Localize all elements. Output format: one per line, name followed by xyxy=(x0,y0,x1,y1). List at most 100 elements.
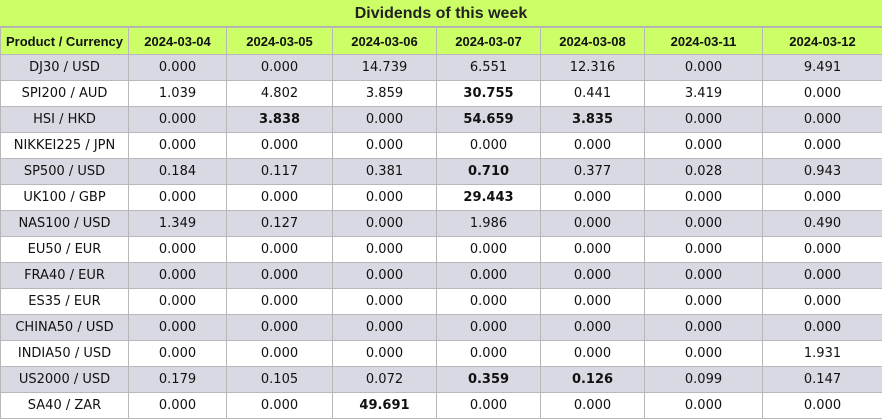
dividend-value-cell: 3.859 xyxy=(333,81,437,107)
product-cell: CHINA50 / USD xyxy=(1,315,129,341)
dividend-value-cell: 0.000 xyxy=(129,133,227,159)
dividend-value-cell: 0.000 xyxy=(645,107,763,133)
dividend-value-cell: 0.000 xyxy=(333,133,437,159)
dividend-value-cell: 0.000 xyxy=(645,341,763,367)
dividend-value-cell: 0.000 xyxy=(763,81,882,107)
product-cell: EU50 / EUR xyxy=(1,237,129,263)
dividend-value-cell: 0.000 xyxy=(541,315,645,341)
product-cell: UK100 / GBP xyxy=(1,185,129,211)
dividend-value-cell: 0.000 xyxy=(645,289,763,315)
dividend-value-cell: 0.000 xyxy=(227,263,333,289)
dividend-value-cell: 0.000 xyxy=(227,185,333,211)
dividend-value-cell: 0.000 xyxy=(541,341,645,367)
dividend-value-cell: 0.000 xyxy=(333,237,437,263)
dividend-value-cell: 0.028 xyxy=(645,159,763,185)
dividend-value-cell: 1.349 xyxy=(129,211,227,237)
dividend-value-cell: 0.000 xyxy=(227,341,333,367)
dividend-value-cell: 0.441 xyxy=(541,81,645,107)
dividend-value-cell: 0.377 xyxy=(541,159,645,185)
product-cell: SP500 / USD xyxy=(1,159,129,185)
dividend-value-cell: 1.931 xyxy=(763,341,882,367)
dividend-value-cell: 0.000 xyxy=(437,315,541,341)
product-cell: SA40 / ZAR xyxy=(1,393,129,419)
dividend-value-cell: 0.000 xyxy=(437,289,541,315)
dividend-value-cell: 0.000 xyxy=(129,237,227,263)
dividend-value-cell: 0.000 xyxy=(645,237,763,263)
dividend-value-cell: 0.000 xyxy=(129,55,227,81)
dividend-value-cell: 0.000 xyxy=(541,133,645,159)
dividend-value-cell: 1.039 xyxy=(129,81,227,107)
dividend-value-cell: 30.755 xyxy=(437,81,541,107)
dividend-value-cell: 0.000 xyxy=(437,393,541,419)
dividend-value-cell: 0.000 xyxy=(129,263,227,289)
product-cell: US2000 / USD xyxy=(1,367,129,393)
dividend-value-cell: 0.000 xyxy=(645,55,763,81)
dividend-value-cell: 14.739 xyxy=(333,55,437,81)
dividend-value-cell: 0.147 xyxy=(763,367,882,393)
product-cell: ES35 / EUR xyxy=(1,289,129,315)
dividend-value-cell: 0.000 xyxy=(129,315,227,341)
dividend-value-cell: 0.000 xyxy=(763,393,882,419)
dividend-value-cell: 3.835 xyxy=(541,107,645,133)
column-header-date: 2024-03-08 xyxy=(541,28,645,55)
dividend-value-cell: 0.000 xyxy=(645,133,763,159)
dividend-value-cell: 0.000 xyxy=(333,211,437,237)
column-header-date: 2024-03-06 xyxy=(333,28,437,55)
dividend-value-cell: 0.184 xyxy=(129,159,227,185)
dividend-value-cell: 3.838 xyxy=(227,107,333,133)
dividend-value-cell: 0.359 xyxy=(437,367,541,393)
dividend-value-cell: 0.000 xyxy=(333,185,437,211)
dividend-value-cell: 0.000 xyxy=(129,341,227,367)
dividend-value-cell: 0.000 xyxy=(129,107,227,133)
dividend-value-cell: 0.000 xyxy=(129,393,227,419)
column-header-date: 2024-03-12 xyxy=(763,28,882,55)
dividend-value-cell: 0.000 xyxy=(227,133,333,159)
dividend-value-cell: 3.419 xyxy=(645,81,763,107)
dividend-value-cell: 0.000 xyxy=(437,237,541,263)
dividend-value-cell: 0.000 xyxy=(227,237,333,263)
dividend-value-cell: 0.127 xyxy=(227,211,333,237)
dividend-value-cell: 0.105 xyxy=(227,367,333,393)
dividend-value-cell: 0.943 xyxy=(763,159,882,185)
dividend-value-cell: 9.491 xyxy=(763,55,882,81)
dividend-value-cell: 0.000 xyxy=(645,185,763,211)
dividend-value-cell: 0.000 xyxy=(227,289,333,315)
dividend-value-cell: 0.000 xyxy=(129,289,227,315)
dividend-value-cell: 0.000 xyxy=(763,289,882,315)
dividend-value-cell: 12.316 xyxy=(541,55,645,81)
dividend-value-cell: 54.659 xyxy=(437,107,541,133)
dividend-value-cell: 0.000 xyxy=(333,315,437,341)
dividend-value-cell: 0.000 xyxy=(763,263,882,289)
dividend-value-cell: 0.000 xyxy=(763,315,882,341)
product-cell: NAS100 / USD xyxy=(1,211,129,237)
product-cell: FRA40 / EUR xyxy=(1,263,129,289)
dividend-value-cell: 0.000 xyxy=(129,185,227,211)
table-header-row: Product / Currency 2024-03-04 2024-03-05… xyxy=(1,28,882,55)
dividend-value-cell: 0.000 xyxy=(333,341,437,367)
dividend-value-cell: 0.000 xyxy=(645,211,763,237)
column-header-date: 2024-03-05 xyxy=(227,28,333,55)
dividend-value-cell: 49.691 xyxy=(333,393,437,419)
column-header-date: 2024-03-11 xyxy=(645,28,763,55)
dividend-value-cell: 0.490 xyxy=(763,211,882,237)
dividend-value-cell: 0.000 xyxy=(541,237,645,263)
dividend-value-cell: 0.000 xyxy=(227,315,333,341)
dividend-value-cell: 0.072 xyxy=(333,367,437,393)
dividend-value-cell: 0.000 xyxy=(437,263,541,289)
dividend-value-cell: 4.802 xyxy=(227,81,333,107)
dividend-value-cell: 0.000 xyxy=(763,133,882,159)
dividend-value-cell: 0.000 xyxy=(333,289,437,315)
dividend-value-cell: 0.000 xyxy=(541,289,645,315)
dividend-value-cell: 0.000 xyxy=(763,237,882,263)
dividend-value-cell: 29.443 xyxy=(437,185,541,211)
